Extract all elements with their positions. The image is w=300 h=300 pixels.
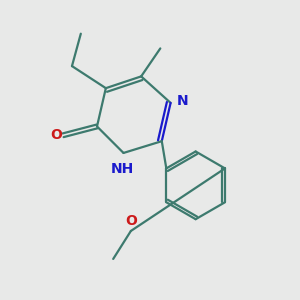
Text: NH: NH xyxy=(110,162,134,176)
Text: O: O xyxy=(125,214,137,228)
Text: N: N xyxy=(177,94,189,108)
Text: O: O xyxy=(51,128,63,142)
